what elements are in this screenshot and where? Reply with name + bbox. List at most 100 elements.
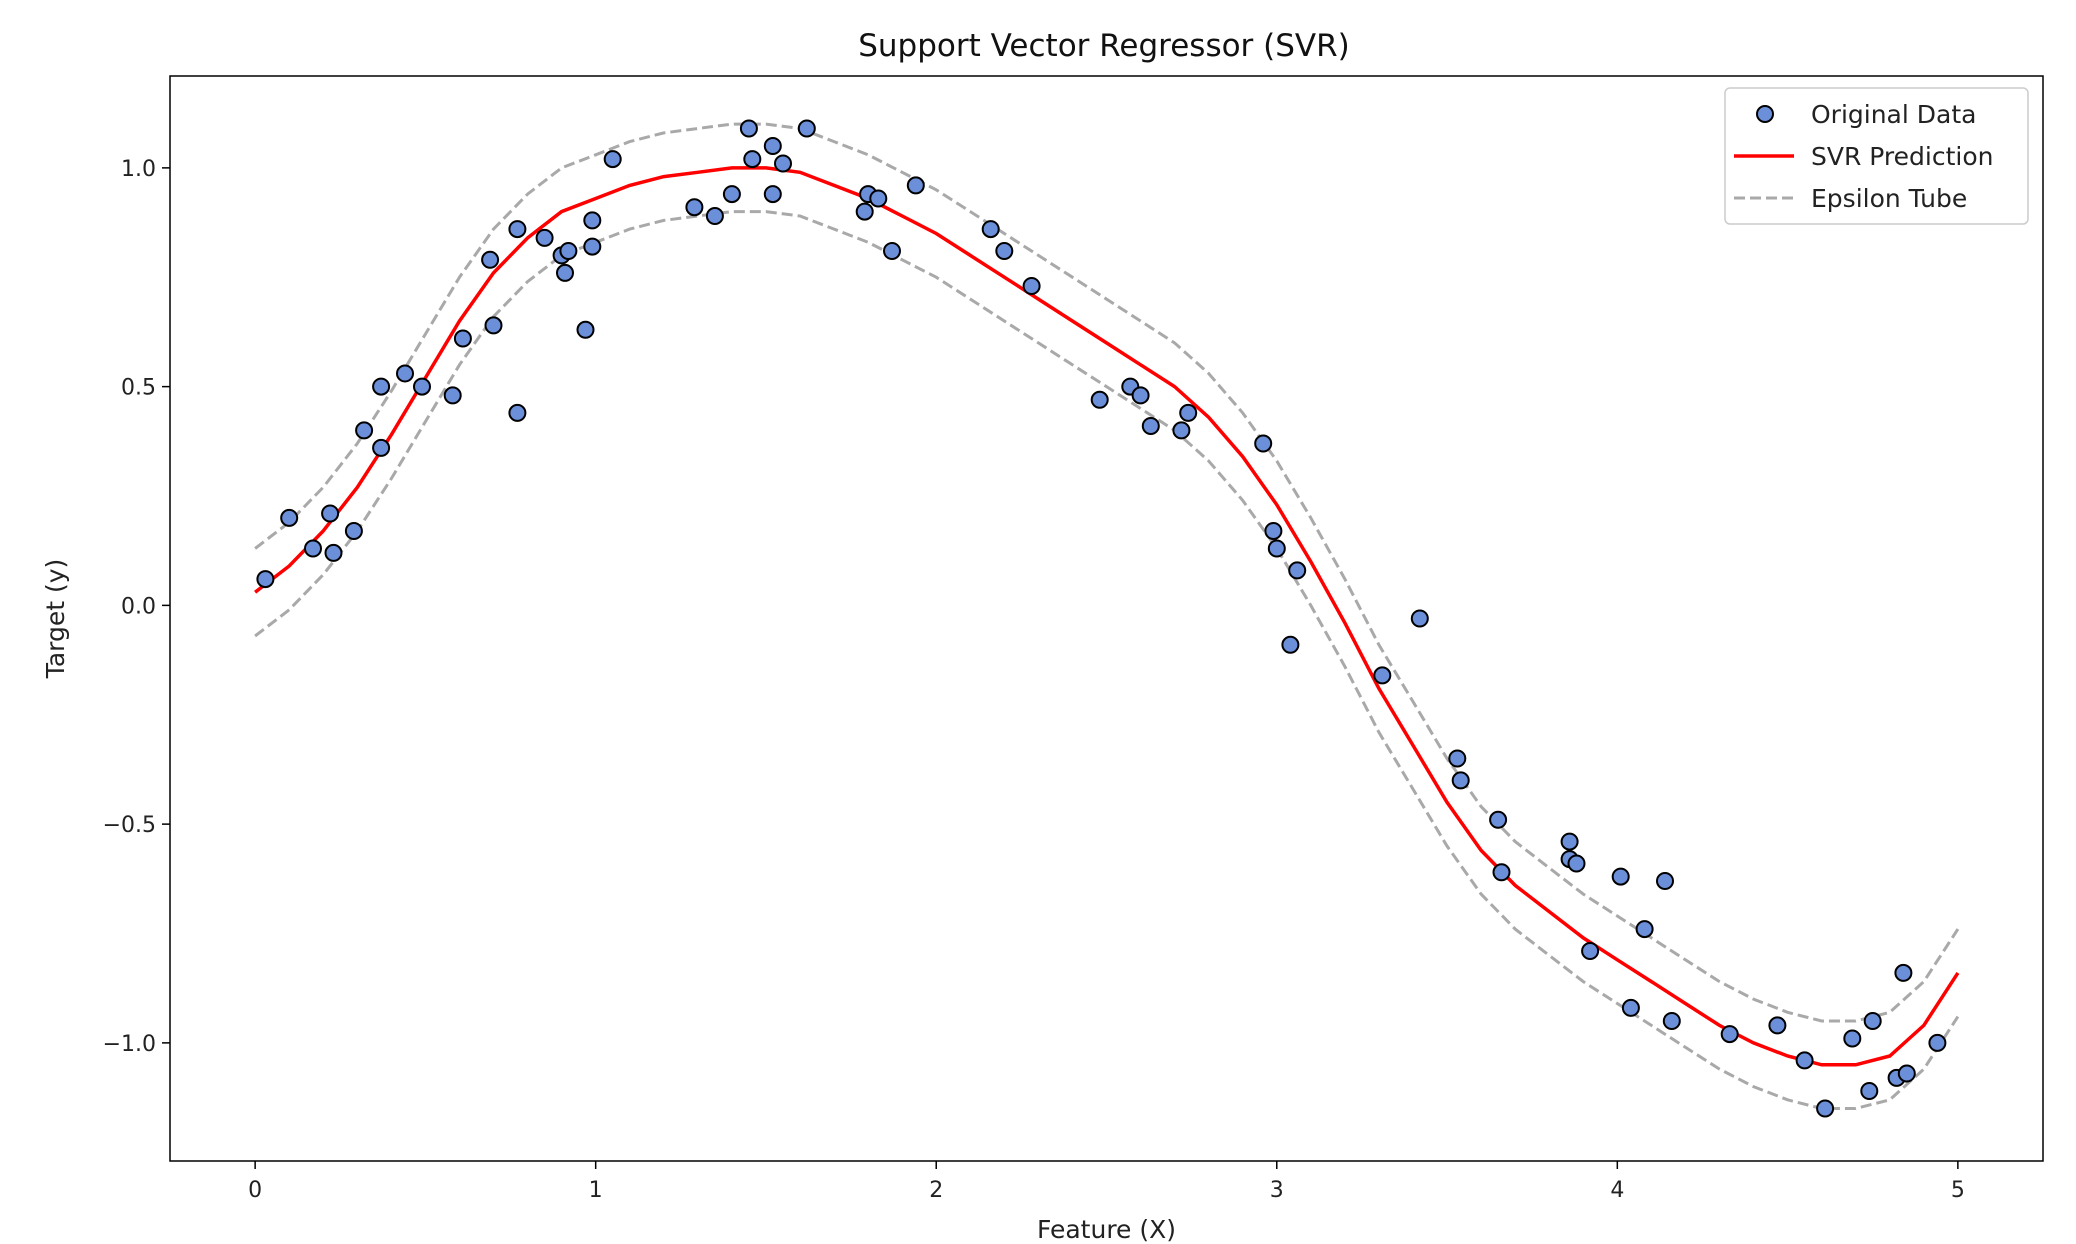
data-point xyxy=(1267,539,1286,558)
data-point xyxy=(1410,609,1429,628)
data-point xyxy=(1611,867,1630,886)
data-point xyxy=(304,539,322,558)
data-point xyxy=(1662,1012,1681,1030)
data-point xyxy=(583,211,602,230)
data-point xyxy=(763,137,782,155)
data-point xyxy=(535,228,554,247)
data-point xyxy=(1179,403,1198,422)
x-tick-label: 2 xyxy=(929,1178,943,1203)
data-point xyxy=(1816,1099,1835,1118)
data-point xyxy=(1448,749,1467,768)
data-point xyxy=(372,438,391,457)
data-point xyxy=(1860,1082,1879,1100)
data-point xyxy=(256,570,275,589)
x-tick-label: 3 xyxy=(1270,1178,1284,1203)
legend-marker-original-data xyxy=(1756,105,1774,123)
data-point xyxy=(906,176,925,195)
x-tick-label: 1 xyxy=(589,1178,603,1203)
data-point xyxy=(1863,1012,1882,1030)
svr-prediction-line xyxy=(254,166,1960,1067)
data-point xyxy=(344,522,363,540)
data-point xyxy=(1795,1051,1814,1070)
y-axis: −1.0 −0.5 0.0 0.5 1.0 xyxy=(103,157,170,1057)
data-point xyxy=(603,150,622,169)
data-point xyxy=(739,119,758,138)
data-point xyxy=(1254,434,1273,453)
data-point xyxy=(1131,386,1150,405)
data-point xyxy=(556,263,574,282)
data-point xyxy=(559,242,578,260)
data-point xyxy=(1843,1029,1862,1048)
data-point xyxy=(321,504,340,523)
data-point xyxy=(981,220,1000,239)
data-point xyxy=(855,202,874,221)
data-point xyxy=(583,237,602,256)
x-tick-label: 5 xyxy=(1951,1178,1965,1203)
data-point xyxy=(396,364,414,383)
data-point xyxy=(1172,421,1191,440)
plot-frame xyxy=(169,75,2044,1162)
legend-svr-prediction: SVR Prediction xyxy=(1811,142,1993,171)
legend-box xyxy=(1724,87,2029,225)
data-point xyxy=(1581,942,1600,960)
chart-title: Support Vector Regressor (SVR) xyxy=(858,28,1350,64)
data-point xyxy=(705,207,724,225)
data-point xyxy=(484,316,503,335)
data-point xyxy=(1768,1016,1787,1035)
legend-original-data: Original Data xyxy=(1811,100,1976,129)
data-point xyxy=(481,250,500,269)
data-point xyxy=(774,154,792,173)
x-tick-label: 4 xyxy=(1610,1178,1624,1203)
data-point xyxy=(1621,998,1640,1017)
x-axis-label: Feature (X) xyxy=(1037,1215,1176,1244)
data-point xyxy=(1489,810,1508,829)
data-point xyxy=(1897,1064,1916,1083)
plot-area xyxy=(254,119,1960,1118)
data-point xyxy=(1720,1025,1739,1044)
data-point xyxy=(1928,1033,1947,1052)
data-point xyxy=(1492,863,1511,882)
x-axis: 0 1 2 3 4 5 xyxy=(248,1161,1965,1203)
data-point xyxy=(1451,771,1470,790)
data-point xyxy=(685,198,704,217)
data-point xyxy=(869,189,888,208)
data-point xyxy=(1656,872,1674,890)
data-point xyxy=(280,508,299,527)
data-point xyxy=(508,403,527,422)
x-tick-label: 0 xyxy=(248,1178,262,1203)
data-point xyxy=(1022,277,1041,295)
epsilon-tube-lower xyxy=(254,210,1960,1110)
legend: Original Data SVR Prediction Epsilon Tube xyxy=(1724,87,2029,225)
data-point xyxy=(722,185,741,204)
legend-epsilon-tube: Epsilon Tube xyxy=(1811,184,1967,213)
data-point xyxy=(797,119,816,138)
data-point xyxy=(453,329,472,348)
data-point xyxy=(355,421,374,440)
y-tick-label: 0.5 xyxy=(121,376,156,401)
data-point xyxy=(1894,963,1913,982)
data-point xyxy=(372,377,391,396)
data-point xyxy=(1288,561,1307,580)
data-point xyxy=(1567,854,1586,873)
data-point xyxy=(413,377,431,396)
data-point xyxy=(443,386,462,405)
data-point xyxy=(1141,417,1160,435)
data-point xyxy=(763,185,782,204)
y-tick-label: 0.0 xyxy=(121,594,156,619)
y-tick-label: 1.0 xyxy=(121,157,156,182)
data-point xyxy=(508,220,527,239)
y-tick-label: −1.0 xyxy=(103,1032,156,1057)
data-point xyxy=(743,150,762,169)
data-point xyxy=(1281,635,1300,654)
data-point xyxy=(1560,832,1579,851)
data-point xyxy=(995,242,1014,260)
data-point xyxy=(1373,666,1392,685)
epsilon-tube-upper xyxy=(254,122,1960,1023)
y-tick-label: −0.5 xyxy=(103,813,156,838)
data-point xyxy=(1635,920,1654,939)
data-point xyxy=(576,320,595,339)
data-point xyxy=(1264,522,1283,540)
data-point xyxy=(883,242,901,260)
data-point xyxy=(1090,390,1109,409)
